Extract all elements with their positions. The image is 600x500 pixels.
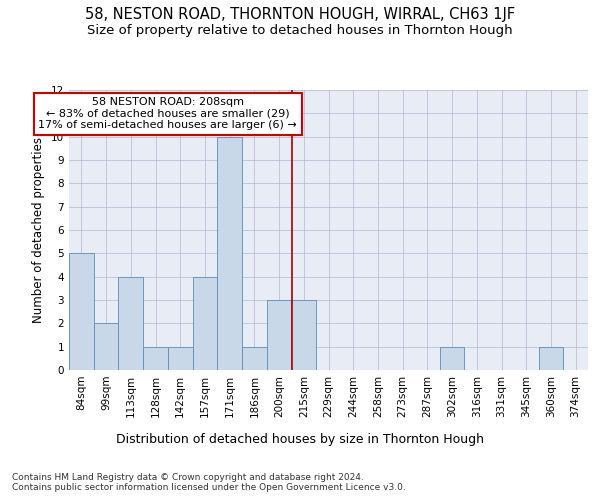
Bar <box>193 276 217 370</box>
Bar <box>143 346 168 370</box>
Text: Size of property relative to detached houses in Thornton Hough: Size of property relative to detached ho… <box>87 24 513 37</box>
Bar <box>69 254 94 370</box>
Y-axis label: Number of detached properties: Number of detached properties <box>32 137 46 323</box>
Bar <box>539 346 563 370</box>
Bar <box>267 300 292 370</box>
Text: Contains HM Land Registry data © Crown copyright and database right 2024.
Contai: Contains HM Land Registry data © Crown c… <box>12 472 406 492</box>
Bar <box>242 346 267 370</box>
Bar <box>217 136 242 370</box>
Bar <box>292 300 316 370</box>
Text: Distribution of detached houses by size in Thornton Hough: Distribution of detached houses by size … <box>116 432 484 446</box>
Text: 58 NESTON ROAD: 208sqm
← 83% of detached houses are smaller (29)
17% of semi-det: 58 NESTON ROAD: 208sqm ← 83% of detached… <box>38 97 297 130</box>
Text: 58, NESTON ROAD, THORNTON HOUGH, WIRRAL, CH63 1JF: 58, NESTON ROAD, THORNTON HOUGH, WIRRAL,… <box>85 8 515 22</box>
Bar <box>168 346 193 370</box>
Bar <box>440 346 464 370</box>
Bar <box>94 324 118 370</box>
Bar <box>118 276 143 370</box>
